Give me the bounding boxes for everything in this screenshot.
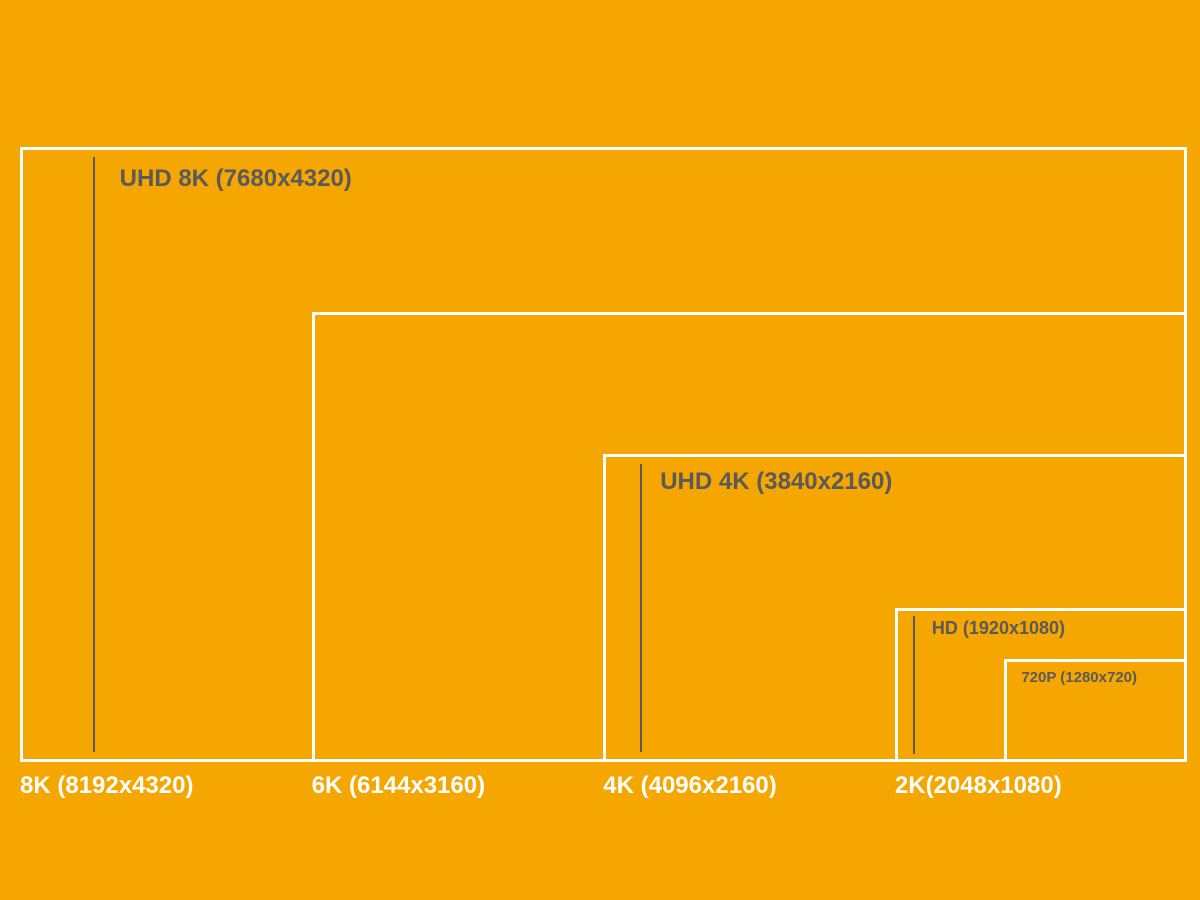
- box-2k-vline: [913, 616, 915, 754]
- box-4k-bottom-label: 4K (4096x2160): [603, 772, 776, 800]
- box-8k-bottom-label: 8K (8192x4320): [20, 772, 193, 800]
- box-8k-inner-label: UHD 8K (7680x4320): [120, 165, 352, 193]
- resolution-diagram-canvas: UHD 8K (7680x4320) 8K (8192x4320) 6K (6144…: [0, 0, 1200, 900]
- box-2k-bottom-label: 2K(2048x1080): [895, 772, 1062, 800]
- box-720p-inner-label: 720P (1280x720): [1021, 669, 1137, 686]
- box-6k-bottom-label: 6K (6144x3160): [312, 772, 485, 800]
- box-4k-inner-label: UHD 4K (3840x2160): [660, 468, 892, 496]
- box-4k-vline: [640, 464, 642, 752]
- box-8k-vline: [93, 157, 95, 752]
- box-2k-inner-label: HD (1920x1080): [932, 618, 1065, 639]
